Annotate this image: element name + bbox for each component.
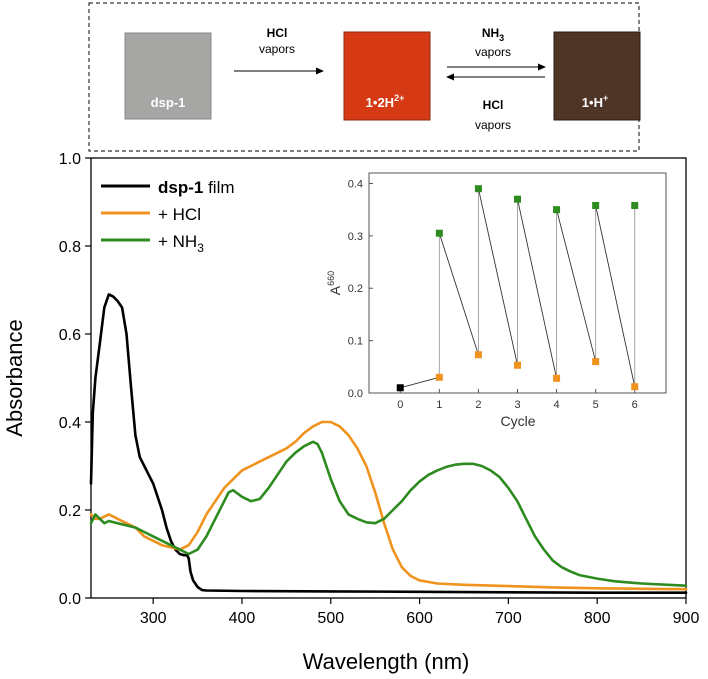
main-legend: dsp-1 film + HCl + NH3 [101,178,235,255]
inset-marker-nh3 [514,195,521,203]
inset-x-tick-label: 2 [475,399,481,411]
main-series-hcl-line [89,420,688,591]
step2-forward-word: vapors [475,45,511,59]
legend-label-dsp1: dsp-1 film [158,178,235,197]
inset-marker-nh3 [592,201,600,209]
film-monoprotonated-swatch [553,31,641,121]
inset-y-tick-label: 0.2 [348,283,363,295]
main-x-tick-label: 700 [495,610,522,627]
inset-marker-nh3 [435,229,443,237]
inset-x-tick-label: 4 [554,399,560,411]
inset-x-tick-label: 3 [514,399,520,411]
inset-y-ticks: 0.0 0.1 0.2 0.3 0.4 [348,178,373,400]
film-dsp1-label: dsp-1 [151,95,186,110]
main-y-tick-label: 0.8 [59,239,81,256]
film-diprotonated-label: 1•2H2+ [366,93,405,110]
main-y-tick-label: 0.4 [59,415,81,432]
inset-x-axis-label: Cycle [500,413,535,429]
inset-markers [396,185,639,392]
inset-x-tick-label: 0 [397,399,403,411]
inset-y-tick-label: 0.1 [348,336,363,348]
main-x-tick-label: 900 [673,610,700,627]
inset-marker-initial [396,384,404,392]
main-chart: 0.0 0.2 0.4 0.6 0.8 1.0 300 400 500 600 700 800 900… [2,151,699,674]
inset-marker-hcl [514,361,521,369]
main-x-tick-label: 600 [406,610,433,627]
inset-x-tick-label: 6 [632,399,638,411]
inset-diagonal-connector [477,188,518,366]
main-x-ticks: 300 400 500 600 700 800 900 [140,598,700,627]
main-x-tick-label: 300 [140,610,167,627]
step2-back-arrowhead [446,73,454,81]
main-x-tick-label: 500 [317,610,344,627]
legend-label-hcl: + HCl [158,205,201,224]
inset-y-axis-label: A660 [326,271,343,295]
main-x-tick-label: 800 [584,610,611,627]
main-y-ticks: 0.0 0.2 0.4 0.6 0.8 1.0 [59,151,91,608]
main-y-tick-label: 1.0 [59,151,81,168]
inset-marker-nh3 [631,201,639,209]
main-series-dsp1-line [89,293,688,595]
inset-marker-hcl [592,358,600,366]
main-series-nh3-line [89,440,688,588]
inset-diagonal-connector [438,233,479,355]
step1-reagent: HCl [267,26,288,40]
inset-y-tick-label: 0.0 [348,388,363,400]
inset-y-tick-label: 0.4 [348,178,363,190]
legend-label-nh3: + NH3 [158,232,204,255]
step1-arrowhead [316,67,324,75]
inset-marker-hcl [553,374,561,382]
main-y-tick-label: 0.0 [59,591,81,608]
main-series-group [89,293,688,595]
inset-marker-hcl [631,383,639,391]
main-x-tick-label: 400 [229,610,256,627]
inset-diagonal-connector [556,209,597,362]
inset-x-tick-label: 5 [593,399,599,411]
inset-marker-hcl [435,373,443,381]
main-y-axis-label: Absorbance [2,319,27,436]
film-diprotonated-swatch [343,31,431,121]
inset-diagonal-connector [595,205,636,387]
inset-marker-hcl [474,351,482,359]
inset-chart: 0.0 0.1 0.2 0.3 0.4 0 1 2 3 4 5 6 Cycle A660 [326,172,667,429]
main-x-axis-label: Wavelength (nm) [303,649,470,674]
step2-back-word: vapors [475,118,511,132]
scheme-panel: dsp-1 HCl vapors 1•2H2+ NH3 vapors HCl v… [88,2,641,152]
inset-diagonal-connector [400,376,440,389]
step2-back-reagent: HCl [483,98,504,112]
step1-word: vapors [259,42,295,56]
main-plot-frame [90,157,687,599]
step2-forward-reagent: NH3 [482,26,504,43]
inset-diagonal-connector [517,199,558,379]
inset-connector-lines [400,188,636,389]
film-monoprotonated-label: 1•H+ [582,93,608,110]
inset-y-tick-label: 0.3 [348,231,363,243]
inset-x-tick-label: 1 [436,399,442,411]
main-y-tick-label: 0.6 [59,327,81,344]
inset-marker-nh3 [474,185,482,193]
inset-x-ticks: 0 1 2 3 4 5 6 [397,389,638,411]
inset-marker-nh3 [553,206,561,214]
film-dsp1-swatch [124,32,212,120]
step2-forward-arrowhead [538,63,546,71]
main-y-tick-label: 0.2 [59,503,81,520]
